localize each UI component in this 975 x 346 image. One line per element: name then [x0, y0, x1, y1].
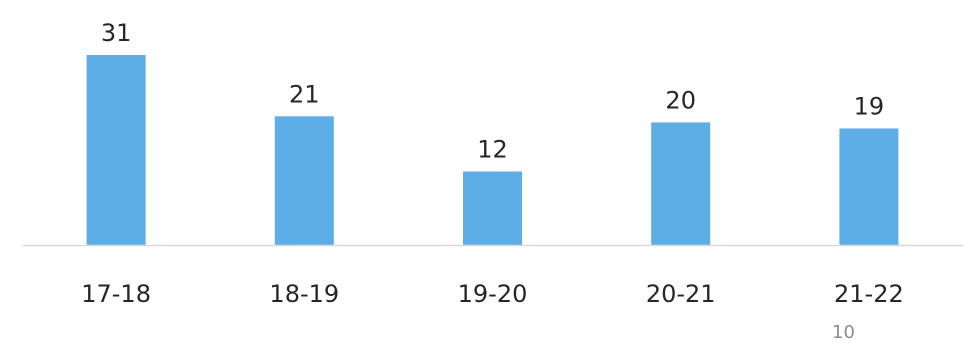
- bar-21-22: [839, 128, 899, 245]
- x-tick-label-21-22: 21-22: [834, 280, 904, 308]
- value-labels-group: 31 21 12 20 19: [101, 19, 884, 164]
- bars-group: [86, 55, 899, 245]
- bar-20-21: [651, 122, 711, 245]
- bar-17-18: [86, 55, 146, 245]
- x-tick-label-19-20: 19-20: [458, 280, 528, 308]
- x-tick-label-17-18: 17-18: [81, 280, 151, 308]
- x-tick-label-18-19: 18-19: [269, 280, 339, 308]
- bar-18-19: [274, 116, 334, 245]
- category-labels-group: 17-18 18-19 19-20 20-21 21-22: [81, 280, 904, 308]
- data-label-18-19: 21: [289, 80, 320, 108]
- data-label-17-18: 31: [101, 19, 132, 47]
- data-label-21-22: 19: [854, 93, 885, 121]
- data-label-19-20: 12: [477, 136, 508, 164]
- data-label-20-21: 20: [665, 86, 696, 114]
- bar-19-20: [463, 171, 522, 245]
- page-number: 10: [832, 322, 855, 343]
- x-tick-label-20-21: 20-21: [646, 280, 716, 308]
